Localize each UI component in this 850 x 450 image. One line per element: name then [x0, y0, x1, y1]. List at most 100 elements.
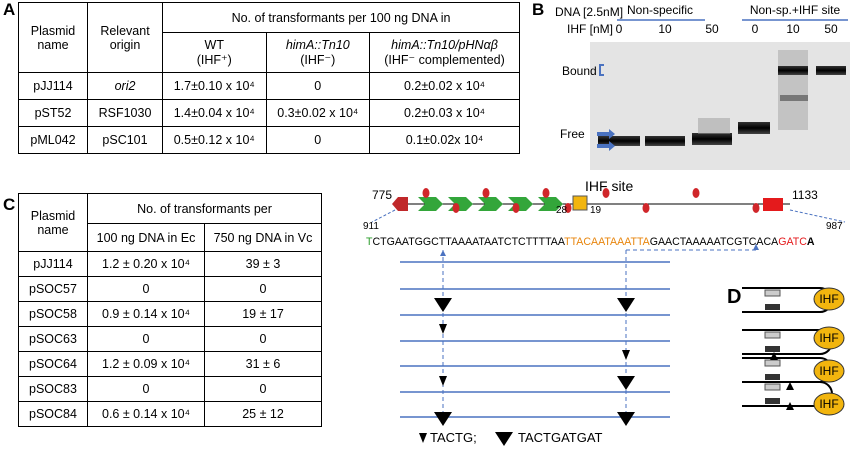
band	[598, 136, 640, 146]
legend-text: TACTG;	[430, 430, 477, 445]
site-label: IHF site	[585, 178, 633, 194]
gel	[590, 42, 850, 170]
header: (IHF⁻)	[300, 53, 336, 67]
lane-label: 50	[824, 22, 838, 36]
row: pSOC58 0.9 ± 0.14 x 10⁴ 19 ± 17	[18, 301, 322, 327]
table-c: Plasmid name No. of transformants per 10…	[18, 193, 322, 427]
band	[692, 133, 732, 145]
insertion	[617, 376, 635, 390]
insertion	[617, 412, 635, 426]
gene	[538, 197, 563, 211]
lane-label: 50	[705, 22, 719, 36]
cell: 0.2±0.03 x 10⁴	[369, 99, 520, 127]
ihf-label: IHF [nM]	[567, 22, 613, 36]
coord: 1133	[792, 188, 818, 202]
header: WT	[204, 38, 224, 52]
lane-label: 10	[658, 22, 672, 36]
sequence: TCTGAATGGCTTAAAATAATCTCTTTTAATTACAATAAAT…	[366, 236, 815, 248]
header: 100 ng DNA in Ec	[87, 223, 205, 252]
cell: 0.1±0.02x 10⁴	[369, 126, 520, 154]
cell: 0.5±0.12 x 10⁴	[162, 126, 267, 154]
insertion	[770, 352, 778, 360]
row: pSOC57 0 0	[18, 276, 322, 302]
lane-label: 0	[616, 22, 623, 36]
insertion	[786, 382, 794, 390]
panel-label: B	[532, 0, 545, 19]
site	[564, 203, 572, 213]
insertion	[434, 298, 452, 312]
legend-text: TACTGATGAT	[518, 430, 603, 445]
header: himA::Tn10/pHNαβ (IHF⁻ complemented)	[369, 32, 520, 73]
header: himA::Tn10/pHNαβ	[391, 38, 498, 52]
panel-label: D	[727, 286, 742, 308]
header: (IHF⁺)	[196, 53, 232, 67]
bound-label: Bound	[562, 64, 597, 78]
seq-part: TTACAATAAATTA	[564, 236, 650, 248]
box	[765, 374, 780, 380]
site	[452, 203, 460, 213]
cell: pST52	[18, 99, 88, 127]
dna-label: DNA [2.5nM]	[555, 5, 623, 19]
header: WT (IHF⁺)	[162, 32, 267, 73]
cell: RSF1030	[87, 99, 163, 127]
cell: 0	[87, 276, 205, 302]
zoom-line	[789, 209, 846, 223]
box	[764, 359, 781, 367]
site	[602, 188, 610, 198]
site	[482, 188, 490, 198]
ihf-site	[572, 195, 588, 211]
row: pST52 RSF1030 1.4±0.04 x 10⁴ 0.3±0.02 x 10⁴…	[18, 99, 520, 127]
band	[780, 95, 808, 101]
insertion	[434, 412, 452, 426]
ihf-label: IHF	[819, 364, 838, 378]
panel-label: C	[3, 195, 16, 214]
ihf	[813, 287, 845, 311]
smear	[698, 118, 730, 134]
cell: 1.7±0.10 x 10⁴	[162, 72, 267, 100]
site	[542, 188, 550, 198]
table-a: Plasmid name Relevant origin No. of tran…	[18, 2, 520, 154]
site	[752, 203, 760, 213]
panel-label: A	[3, 0, 16, 19]
box	[764, 383, 781, 391]
seq-part: T	[366, 236, 373, 248]
coord: 987	[826, 221, 843, 232]
cell: 0.2±0.02 x 10⁴	[369, 72, 520, 100]
box	[764, 331, 781, 339]
zoom-line	[371, 209, 396, 223]
cell: pSC101	[87, 126, 163, 154]
cell: ori2	[87, 72, 163, 100]
insertion	[786, 402, 794, 410]
box	[764, 289, 781, 297]
cell: 0	[204, 276, 322, 302]
header: 750 ng DNA in Vc	[204, 223, 322, 252]
header: No. of transformants per	[87, 193, 322, 224]
box	[765, 346, 780, 352]
cell: pSOC57	[18, 276, 88, 302]
site	[692, 188, 700, 198]
band	[816, 66, 846, 75]
gene	[763, 198, 783, 211]
header: Plasmid name	[18, 2, 88, 73]
band	[778, 66, 808, 75]
row: pML042 pSC101 0.5±0.12 x 10⁴ 0 0.1±0.02x 10⁴	[18, 126, 520, 154]
cell: pML042	[18, 126, 88, 154]
smear	[778, 50, 808, 130]
cell: 19 ± 17	[204, 301, 322, 327]
lane-label: 10	[786, 22, 800, 36]
bracket	[599, 64, 604, 76]
insertion	[617, 298, 635, 312]
cell: 0	[204, 376, 322, 402]
group-label: Non-specific	[627, 3, 693, 17]
row: pSOC84 0.6 ± 0.14 x 10⁴ 25 ± 12	[18, 401, 322, 427]
site	[512, 203, 520, 213]
header: himA::Tn10 (IHF⁻)	[265, 32, 371, 73]
box	[765, 304, 780, 310]
gene	[478, 197, 503, 211]
coord: 775	[372, 188, 392, 202]
free-label: Free	[560, 127, 585, 141]
header: No. of transformants per 100 ng DNA in	[162, 2, 520, 33]
ihf-label: IHF	[819, 331, 838, 345]
